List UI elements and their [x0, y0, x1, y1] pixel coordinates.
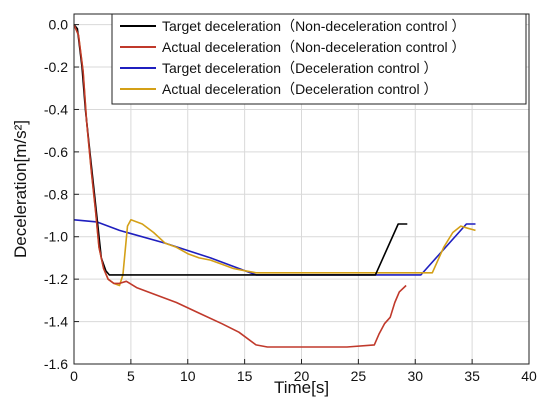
- y-axis-title: Deceleration[m/s²]: [11, 120, 30, 258]
- y-tick-label: -0.8: [44, 186, 68, 202]
- legend: Target deceleration（Non-deceleration con…: [111, 13, 527, 105]
- y-tick-label: -1.6: [44, 356, 68, 372]
- legend-label-3: Actual deceleration（Deceleration control…: [162, 81, 437, 97]
- y-tick-label: -0.2: [44, 59, 68, 75]
- tick-layer: 0 5 10 15 20 25 30 35 40 0.0 -0.2 -0.4 -0.6 -0.8 -1.0 -…: [44, 17, 537, 384]
- y-tick-label: 0.0: [49, 17, 69, 33]
- y-tick-label: -0.6: [44, 144, 68, 160]
- x-tick-label: 35: [464, 368, 480, 384]
- x-tick-label: 30: [407, 368, 423, 384]
- legend-box: [111, 13, 527, 105]
- legend-label-1: Actual deceleration（Non-deceleration con…: [162, 39, 466, 55]
- y-tick-label: -1.0: [44, 229, 68, 245]
- legend-label-0: Target deceleration（Non-deceleration con…: [162, 18, 466, 34]
- y-tick-label: -0.4: [44, 101, 68, 117]
- x-tick-label: 15: [237, 368, 253, 384]
- series-layer: [73, 24, 476, 348]
- x-tick-label: 20: [294, 368, 310, 384]
- x-tick-label: 0: [70, 368, 78, 384]
- x-tick-label: 40: [521, 368, 537, 384]
- x-tick-label: 10: [180, 368, 196, 384]
- x-tick-label: 5: [127, 368, 135, 384]
- x-axis-title: Time[s]: [274, 378, 329, 397]
- y-tick-label: -1.2: [44, 271, 68, 287]
- series-line-1: [73, 24, 407, 348]
- legend-label-2: Target deceleration（Deceleration control…: [162, 60, 437, 76]
- x-tick-label: 25: [351, 368, 367, 384]
- y-tick-label: -1.4: [44, 314, 68, 330]
